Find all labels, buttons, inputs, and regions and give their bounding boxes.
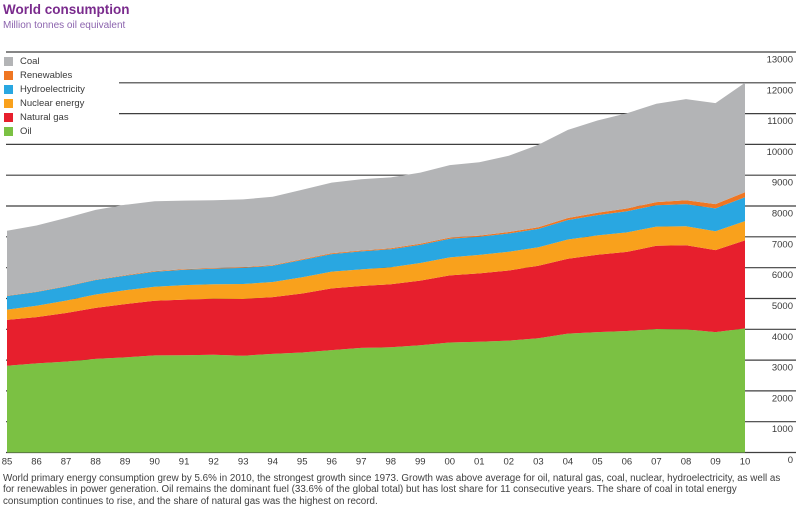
x-tick-label-99: 99 [415, 457, 426, 468]
y-tick-label-2000: 2000 [772, 393, 793, 404]
y-tick-label-6000: 6000 [772, 270, 793, 281]
y-tick-label-13000: 13000 [767, 55, 793, 66]
x-tick-label-85: 85 [2, 457, 13, 468]
y-tick-label-1000: 1000 [772, 424, 793, 435]
x-tick-label-97: 97 [356, 457, 367, 468]
y-tick-label-8000: 8000 [772, 209, 793, 220]
y-tick-label-9000: 9000 [772, 178, 793, 189]
y-tick-label-10000: 10000 [767, 147, 793, 158]
chart-caption: World primary energy consumption grew by… [3, 473, 781, 507]
x-tick-label-88: 88 [90, 457, 101, 468]
stacked-area-chart: 0100020003000400050006000700080009000100… [2, 51, 796, 468]
coal-swatch-icon [4, 56, 13, 66]
x-tick-label-98: 98 [386, 457, 397, 468]
natural-gas-swatch-icon [4, 112, 13, 122]
chart-title: World consumption [3, 2, 130, 17]
x-tick-label-04: 04 [563, 457, 574, 468]
hydroelectricity-swatch-icon [4, 84, 13, 94]
x-tick-label-05: 05 [592, 457, 603, 468]
y-tick-label-12000: 12000 [767, 85, 793, 96]
legend-label: Oil [20, 125, 32, 137]
x-tick-label-01: 01 [474, 457, 485, 468]
nuclear-energy-swatch-icon [4, 98, 13, 108]
x-tick-label-09: 09 [710, 457, 721, 468]
chart-subtitle: Million tonnes oil equivalent [3, 20, 126, 31]
y-tick-label-0: 0 [788, 455, 793, 466]
oil-swatch-icon [4, 126, 13, 136]
chart-legend: Coal Renewables Hydroelectricity Nuclear en… [0, 54, 119, 138]
x-tick-label-94: 94 [267, 457, 278, 468]
legend-label: Renewables [20, 69, 73, 81]
legend-item-renewables: Renewables [0, 68, 119, 82]
x-tick-label-10: 10 [740, 457, 751, 468]
x-tick-label-90: 90 [149, 457, 160, 468]
x-tick-label-91: 91 [179, 457, 190, 468]
y-tick-label-7000: 7000 [772, 239, 793, 250]
x-tick-label-00: 00 [445, 457, 456, 468]
legend-item-hydroelectricity: Hydroelectricity [0, 82, 119, 96]
area-renewables [7, 192, 745, 296]
area-natural-gas [7, 240, 745, 366]
legend-label: Nuclear energy [20, 97, 85, 109]
x-tick-label-86: 86 [31, 457, 42, 468]
x-tick-label-89: 89 [120, 457, 131, 468]
x-tick-label-92: 92 [208, 457, 219, 468]
legend-label: Natural gas [20, 111, 69, 123]
y-tick-label-5000: 5000 [772, 301, 793, 312]
x-tick-label-96: 96 [326, 457, 337, 468]
legend-item-coal: Coal [0, 54, 119, 68]
y-tick-label-3000: 3000 [772, 363, 793, 374]
area-hydroelectricity [7, 197, 745, 310]
x-tick-label-06: 06 [622, 457, 633, 468]
x-tick-label-08: 08 [681, 457, 692, 468]
x-tick-label-02: 02 [504, 457, 515, 468]
area-oil [7, 328, 745, 453]
area-nuclear-energy [7, 221, 745, 320]
legend-item-natural-gas: Natural gas [0, 110, 119, 124]
legend-label: Hydroelectricity [20, 83, 85, 95]
legend-item-nuclear-energy: Nuclear energy [0, 96, 119, 110]
x-tick-label-87: 87 [61, 457, 72, 468]
y-tick-label-11000: 11000 [767, 116, 793, 127]
renewables-swatch-icon [4, 70, 13, 80]
legend-label: Coal [20, 55, 40, 67]
x-tick-label-93: 93 [238, 457, 249, 468]
legend-item-oil: Oil [0, 124, 119, 138]
x-tick-label-07: 07 [651, 457, 662, 468]
y-tick-label-4000: 4000 [772, 332, 793, 343]
chart-header: World consumption Million tonnes oil equ… [3, 2, 130, 31]
x-tick-label-03: 03 [533, 457, 544, 468]
area-coal [7, 82, 745, 296]
x-tick-label-95: 95 [297, 457, 308, 468]
